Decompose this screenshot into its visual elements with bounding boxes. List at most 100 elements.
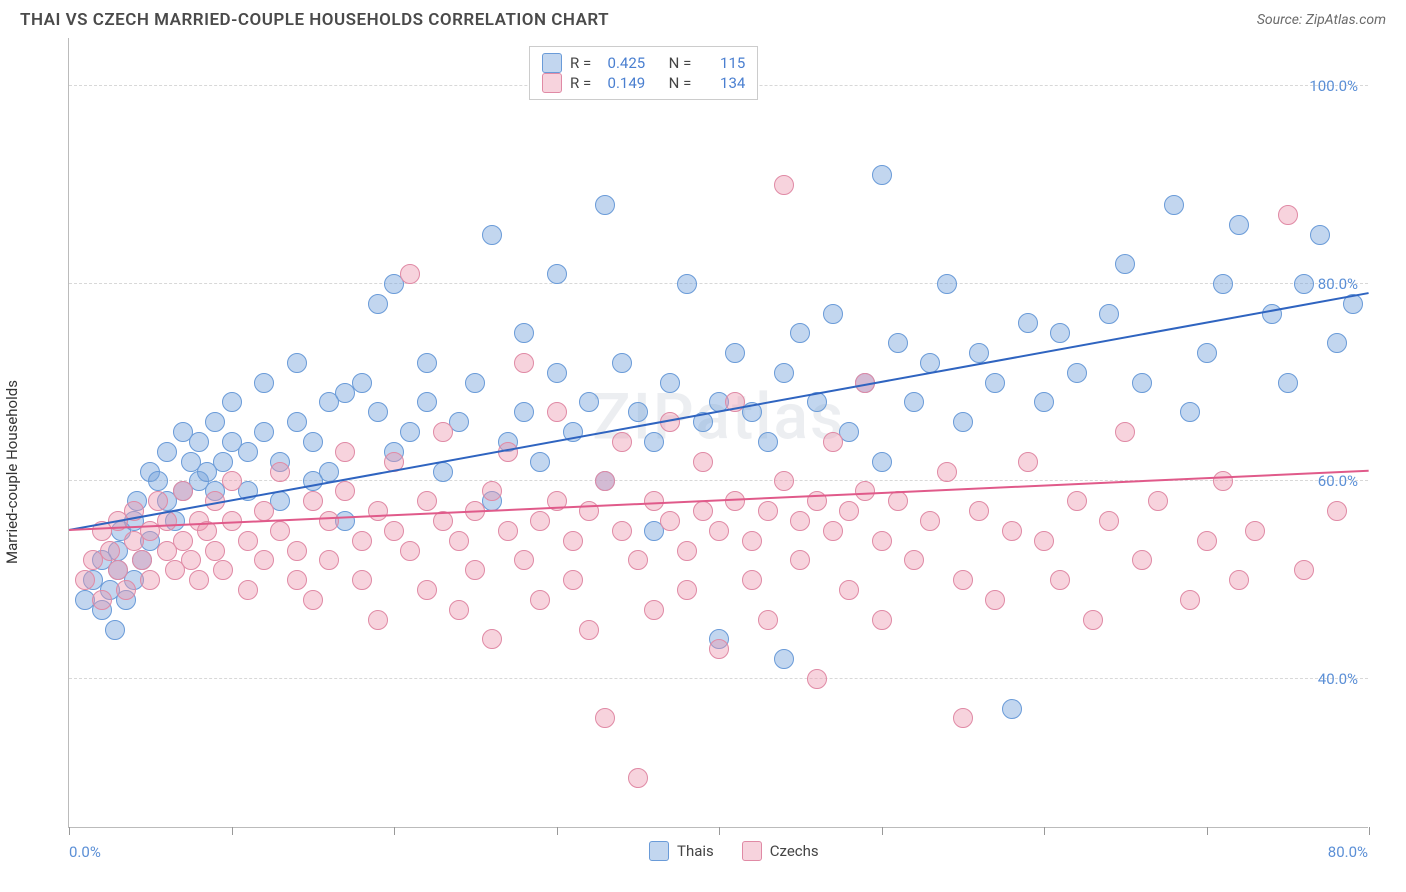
data-point [725,491,745,511]
data-point [189,432,209,452]
data-point [872,531,892,551]
data-point [319,550,339,570]
data-point [1034,531,1054,551]
data-point [774,175,794,195]
data-point [222,471,242,491]
data-point [937,462,957,482]
data-point [547,363,567,383]
data-point [530,452,550,472]
legend-item: Thais [649,841,714,861]
data-point [904,550,924,570]
data-point [595,195,615,215]
data-point [1310,225,1330,245]
data-point [1180,590,1200,610]
data-point [530,511,550,531]
data-point [985,373,1005,393]
data-point [693,501,713,521]
legend-item: Czechs [742,841,819,861]
data-point [839,501,859,521]
data-point [254,550,274,570]
data-point [677,580,697,600]
data-point [790,323,810,343]
data-point [563,531,583,551]
data-point [920,511,940,531]
data-point [433,422,453,442]
data-point [1278,205,1298,225]
x-tick [1207,827,1208,835]
correlation-legend: R =0.425 N =115R =0.149 N =134 [529,46,758,100]
trend-line [69,292,1369,531]
data-point [709,639,729,659]
data-point [303,491,323,511]
data-point [173,531,193,551]
x-tick [719,827,720,835]
data-point [352,570,372,590]
data-point [335,442,355,462]
data-point [872,610,892,630]
data-point [1164,195,1184,215]
data-point [790,511,810,531]
y-tick-label: 100.0% [1309,77,1358,95]
legend-swatch [542,73,562,93]
data-point [213,452,233,472]
data-point [547,402,567,422]
x-tick [394,827,395,835]
data-point [823,432,843,452]
data-point [400,264,420,284]
data-point [449,600,469,620]
data-point [335,481,355,501]
data-point [1229,215,1249,235]
legend-swatch [649,841,669,861]
chart-container: Married-couple Households 40.0%60.0%80.0… [20,38,1386,888]
data-point [449,531,469,551]
data-point [368,294,388,314]
data-point [238,531,258,551]
x-tick [1369,827,1370,835]
data-point [790,550,810,570]
data-point [157,442,177,462]
data-point [254,501,274,521]
data-point [189,570,209,590]
data-point [1018,452,1038,472]
data-point [693,452,713,472]
data-point [173,481,193,501]
data-point [482,225,502,245]
data-point [1050,323,1070,343]
data-point [1294,560,1314,580]
legend-n-label: N = [669,54,692,72]
data-point [270,462,290,482]
data-point [742,570,762,590]
plot-area: 40.0%60.0%80.0%100.0%ZIPatlasR =0.425 N … [68,38,1368,828]
data-point [254,422,274,442]
chart-title: THAI VS CZECH MARRIED-COUPLE HOUSEHOLDS … [20,10,609,30]
data-point [238,580,258,600]
data-point [319,511,339,531]
legend-row: R =0.149 N =134 [542,73,745,93]
data-point [969,343,989,363]
data-point [660,373,680,393]
data-point [1262,304,1282,324]
data-point [319,462,339,482]
data-point [774,649,794,669]
data-point [1327,333,1347,353]
data-point [579,620,599,640]
data-point [872,452,892,472]
data-point [1229,570,1249,590]
y-tick-label: 40.0% [1318,670,1358,688]
legend-series-name: Thais [677,842,714,860]
data-point [368,610,388,630]
y-axis-label: Married-couple Households [3,380,21,564]
data-point [514,353,534,373]
data-point [969,501,989,521]
data-point [677,541,697,561]
data-point [384,521,404,541]
data-point [482,481,502,501]
gridline [69,678,1368,679]
data-point [514,323,534,343]
data-point [1278,373,1298,393]
data-point [1132,373,1152,393]
x-tick [69,827,70,835]
data-point [287,353,307,373]
data-point [205,412,225,432]
data-point [352,531,372,551]
